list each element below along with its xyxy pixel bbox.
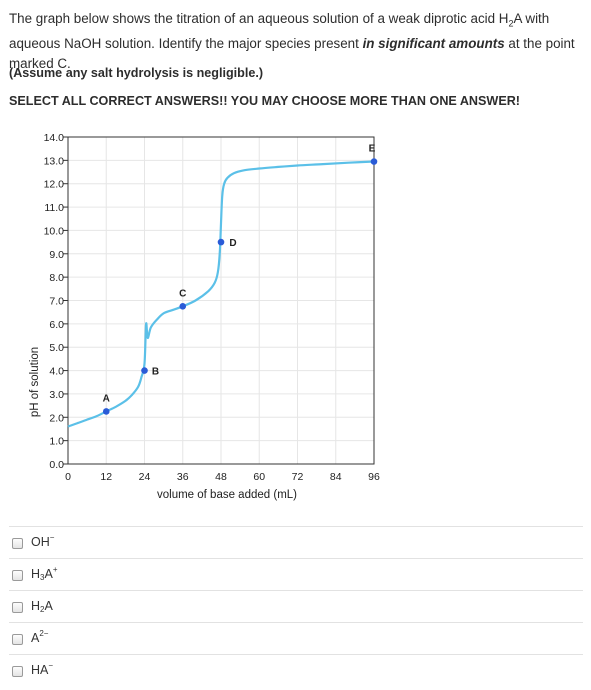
y-tick-label: 12.0 — [44, 179, 65, 191]
point-b-marker — [141, 367, 148, 374]
plot-frame — [67, 136, 375, 465]
y-tick-label: 14.0 — [44, 132, 65, 144]
y-tick-label: 3.0 — [49, 389, 64, 401]
y-tick-label: 9.0 — [49, 249, 64, 261]
option-a2[interactable]: A2− — [9, 622, 583, 654]
chart-ticks: 0 12 24 36 48 60 72 84 96 0.0 1.0 2.0 3.0 4.0 5.0 6.0 7.… — [44, 132, 380, 483]
x-tick-label: 48 — [215, 471, 227, 483]
point-c-marker — [179, 303, 187, 310]
checkbox[interactable] — [12, 666, 23, 677]
titration-chart: A B C D E 0 12 24 36 48 60 72 84 96 0.0 1.0 2.0 3.0 4.0 5.… — [29, 132, 380, 501]
x-tick-label: 24 — [139, 471, 151, 483]
option-h2a[interactable]: H2A — [9, 590, 583, 622]
point-a-marker — [102, 408, 110, 415]
option-oh[interactable]: OH− — [9, 526, 583, 558]
answer-options: OH− H3A+ H2A A2− HA− — [0, 526, 583, 686]
point-e-marker — [370, 158, 378, 165]
point-a-label: A — [103, 393, 110, 404]
x-tick-label: 84 — [330, 471, 342, 483]
y-tick-label: 1.0 — [49, 436, 64, 448]
y-tick-label: 11.0 — [44, 202, 64, 214]
x-tick-label: 12 — [100, 471, 112, 483]
checkbox[interactable] — [12, 602, 23, 613]
option-ha[interactable]: HA− — [9, 654, 583, 686]
option-h3a[interactable]: H3A+ — [9, 558, 583, 590]
chart-grid — [63, 136, 375, 465]
y-axis-label: pH of solution — [29, 347, 41, 417]
question-emphasis: in significant amounts — [362, 35, 505, 51]
point-d-label: D — [229, 238, 236, 249]
y-tick-label: 5.0 — [49, 342, 64, 354]
x-tick-label: 96 — [368, 471, 380, 483]
select-all-instruction: SELECT ALL CORRECT ANSWERS!! YOU MAY CHO… — [9, 94, 521, 108]
checkbox[interactable] — [12, 538, 23, 549]
option-label: H2A — [31, 599, 53, 614]
point-b-label: B — [152, 367, 159, 378]
option-label: HA− — [31, 661, 54, 678]
assumption-note: (Assume any salt hydrolysis is negligibl… — [9, 66, 264, 80]
x-tick-label: 36 — [177, 471, 189, 483]
chart-points: A B C D E — [103, 144, 378, 415]
y-tick-label: 7.0 — [49, 296, 64, 308]
y-tick-label: 8.0 — [49, 272, 64, 284]
x-axis-label: volume of base added (mL) — [157, 489, 297, 501]
y-tick-label: 4.0 — [49, 366, 64, 378]
y-tick-label: 10.0 — [44, 225, 65, 237]
x-tick-label: 60 — [253, 471, 265, 483]
checkbox[interactable] — [12, 634, 23, 645]
question-text: The graph below shows the titration of a… — [9, 11, 575, 71]
option-label: A2− — [31, 629, 49, 646]
x-tick-label: 72 — [292, 471, 304, 483]
y-tick-label: 2.0 — [49, 412, 64, 424]
y-tick-label: 13.0 — [44, 155, 65, 167]
checkbox[interactable] — [12, 570, 23, 581]
point-d-marker — [217, 238, 225, 246]
option-label: OH− — [31, 533, 55, 550]
y-tick-label: 0.0 — [49, 459, 64, 471]
point-c-label: C — [179, 288, 186, 299]
x-tick-label: 0 — [65, 471, 71, 483]
point-e-label: E — [369, 144, 376, 155]
option-label: H3A+ — [31, 565, 58, 582]
y-tick-label: 6.0 — [49, 319, 64, 331]
